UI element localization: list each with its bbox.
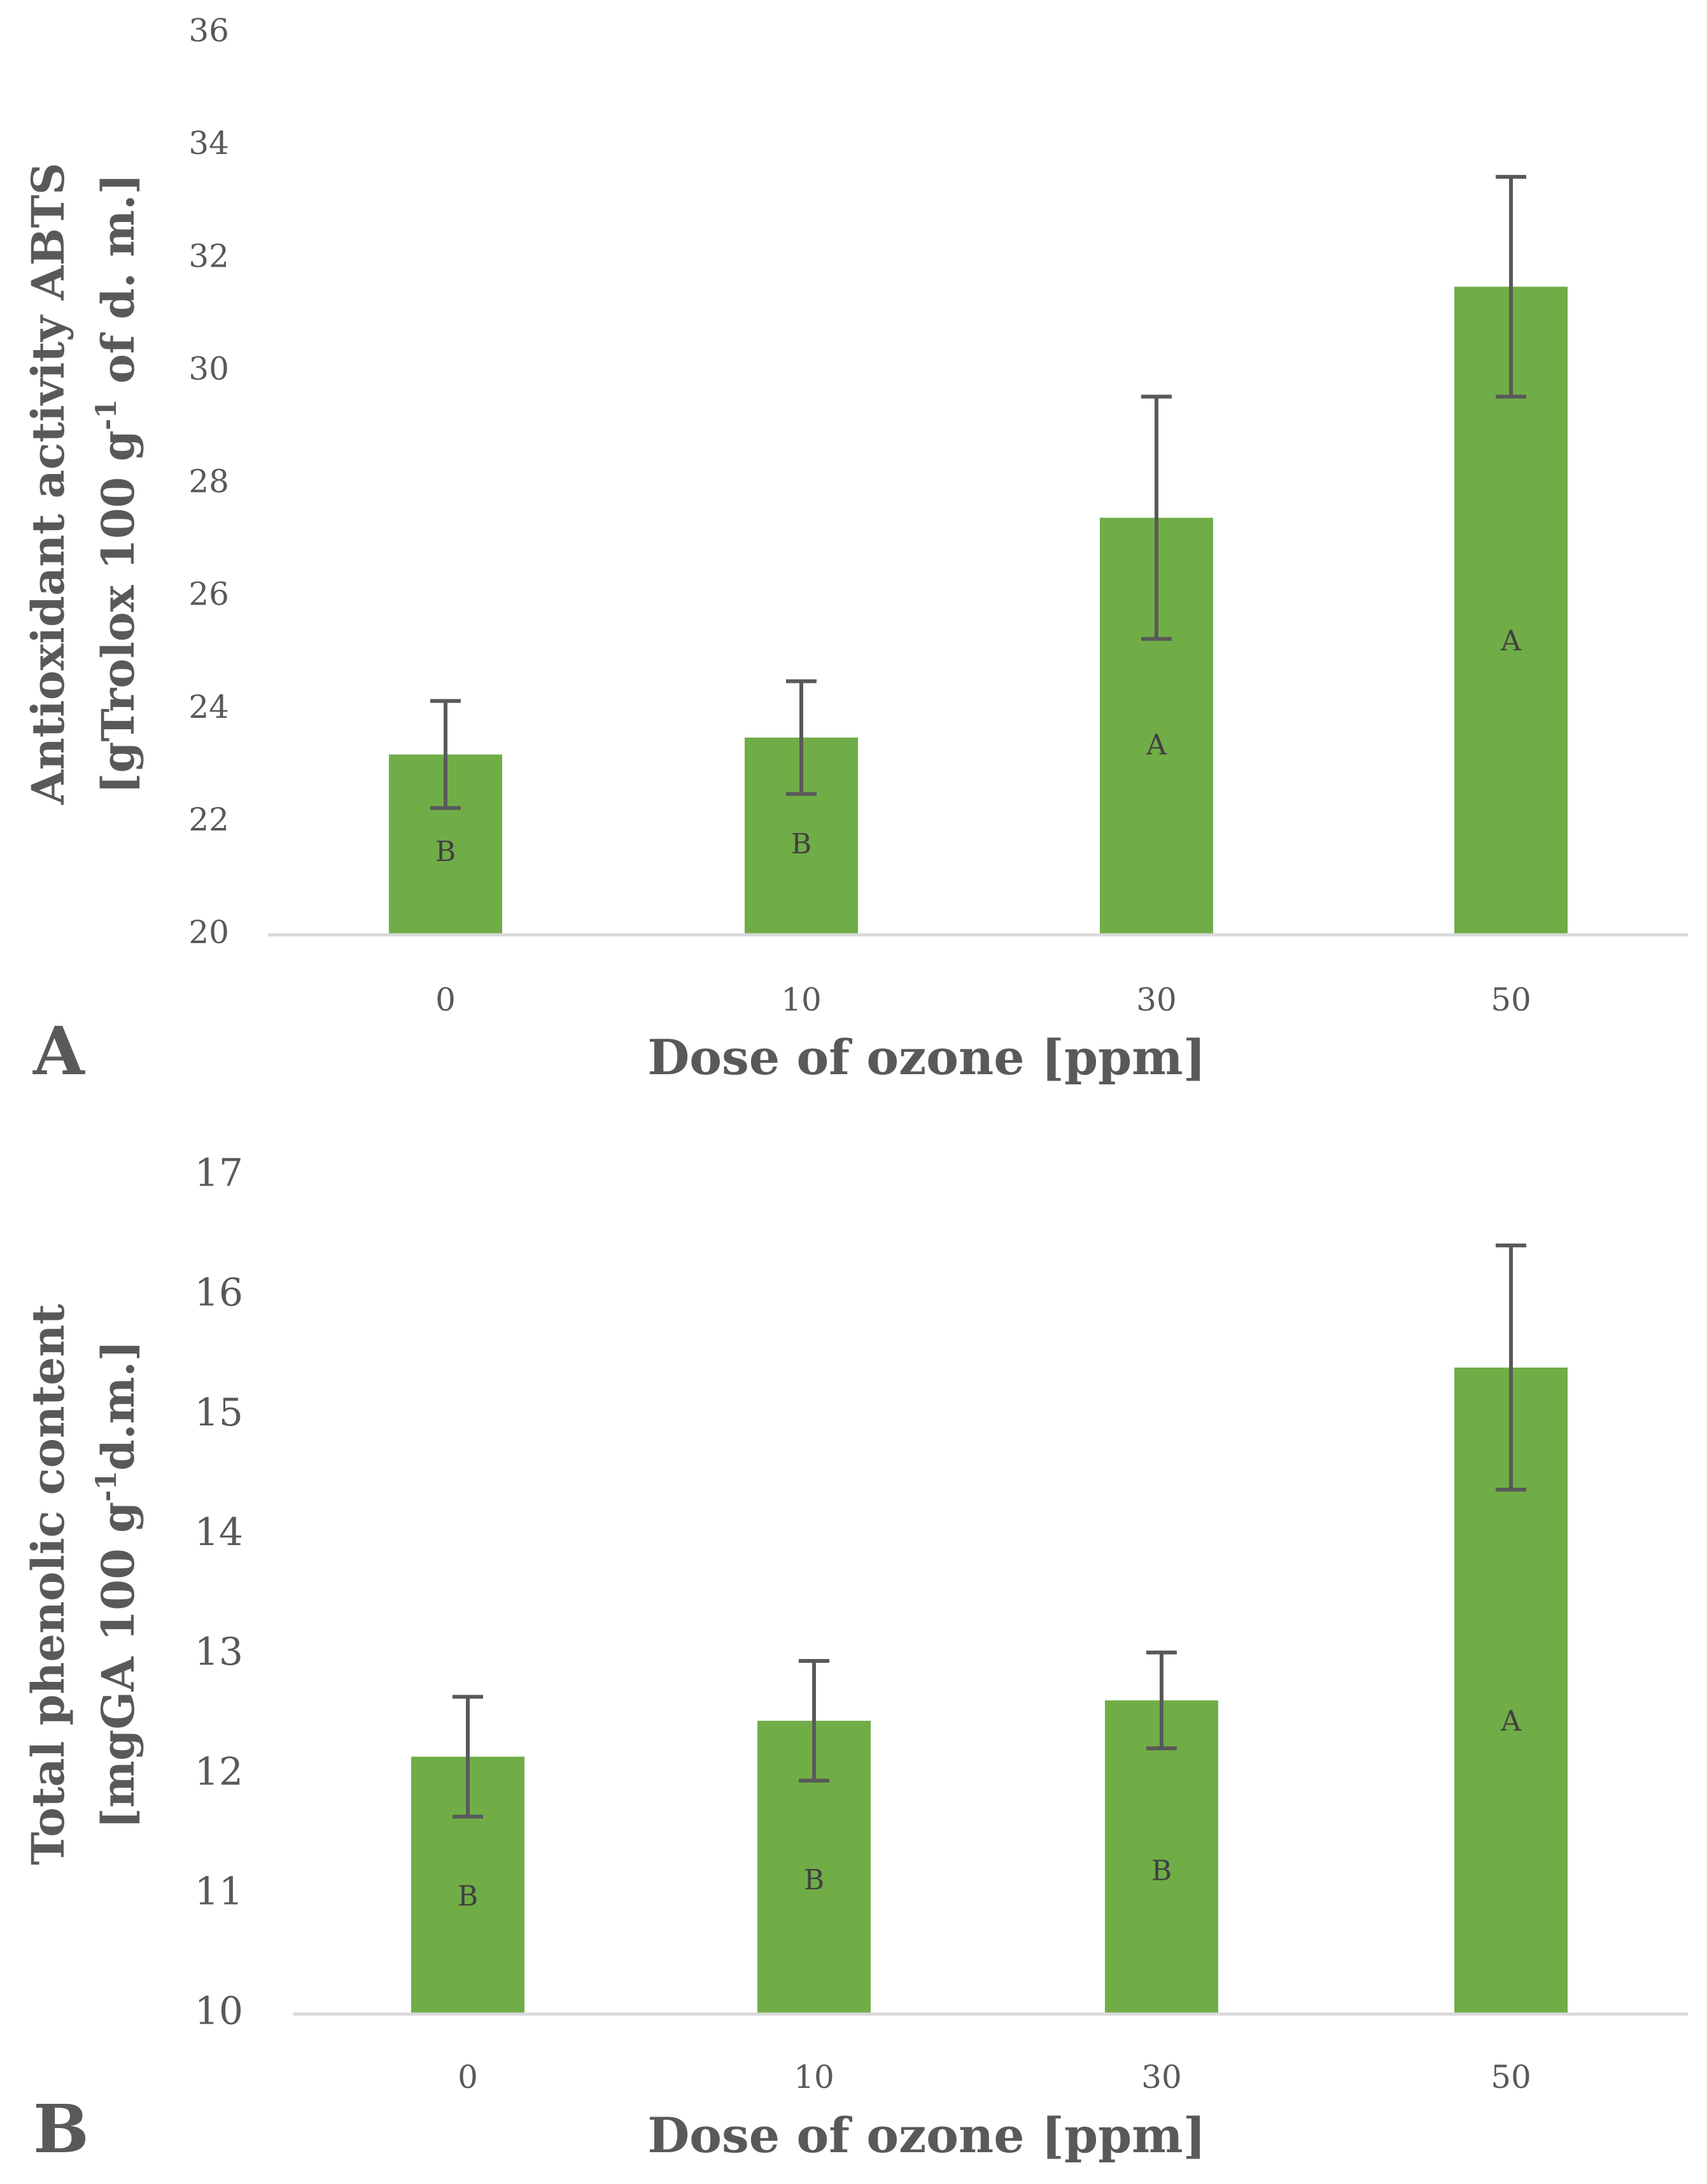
panel-b-y-title-unit-pre: [mgGA 100 g bbox=[92, 1502, 144, 1829]
panel-a-label: A bbox=[32, 1012, 85, 1090]
panel-a-y-tick-label: 28 bbox=[188, 463, 229, 500]
panel-a-error-bar-10 bbox=[786, 679, 817, 796]
panel-a-y-tick-label: 24 bbox=[188, 689, 229, 725]
panel-b-y-title-line1: Total phenolic content bbox=[22, 1304, 74, 1865]
panel-a-error-bar-0 bbox=[430, 699, 461, 810]
panel-a-y-title-line2: [gTrolox 100 g-1 of d. m.] bbox=[90, 173, 144, 794]
panel-a-x-tick-label: 30 bbox=[1136, 981, 1177, 1018]
panel-b-y-tick-label: 13 bbox=[195, 1630, 243, 1674]
panel-b-x-ticks: 0 10 30 50 bbox=[458, 2059, 1531, 2096]
panel-b-bar-30 bbox=[1105, 1700, 1218, 2014]
panel-a-y-axis-title: Antioxidant activity ABTS [gTrolox 100 g… bbox=[22, 163, 144, 806]
panel-b-x-tick-label: 0 bbox=[458, 2059, 478, 2096]
panel-b-x-tick-label: 30 bbox=[1141, 2059, 1182, 2096]
panel-b-y-title-unit-sup: -1 bbox=[90, 1471, 123, 1502]
panel-b-error-bar-30 bbox=[1146, 1650, 1177, 1751]
panel-a-bars bbox=[389, 286, 1568, 935]
panel-b-bars bbox=[411, 1368, 1568, 2014]
panel-b-group-letter: B bbox=[458, 1880, 478, 1912]
panel-a-y-tick-label: 26 bbox=[188, 576, 229, 613]
panel-a-chart: 20 22 24 26 28 30 32 34 36 B B A A 0 10 30 50 Dose of … bbox=[22, 12, 1688, 1090]
panel-a-x-ticks: 0 10 30 50 bbox=[435, 981, 1531, 1018]
panel-a-y-tick-label: 20 bbox=[188, 914, 229, 951]
panel-b-y-tick-label: 16 bbox=[195, 1271, 243, 1315]
panel-b-y-axis-title: Total phenolic content [mgGA 100 g-1d.m.… bbox=[22, 1304, 144, 1865]
panel-b-y-tick-label: 15 bbox=[195, 1390, 243, 1435]
panel-a-group-letter: A bbox=[1500, 625, 1522, 657]
panel-a-y-tick-label: 30 bbox=[188, 350, 229, 387]
panel-a-error-bar-50 bbox=[1496, 174, 1526, 399]
panel-a-x-tick-label: 0 bbox=[435, 981, 456, 1018]
panel-b-y-tick-label: 10 bbox=[195, 1989, 243, 2034]
panel-b-error-bars bbox=[453, 1243, 1526, 1819]
panel-b-group-letter: A bbox=[1500, 1705, 1522, 1737]
panel-a-group-letter: A bbox=[1146, 729, 1167, 762]
panel-b-chart: 10 11 12 13 14 15 16 17 B B B A 0 10 30 50 Dose of oz… bbox=[22, 1151, 1688, 2168]
panel-b-group-letter: B bbox=[1151, 1855, 1172, 1887]
panel-b-y-ticks: 10 11 12 13 14 15 16 17 bbox=[195, 1151, 243, 2034]
panel-a-group-letter: B bbox=[435, 836, 456, 868]
panel-b-y-title-unit-post: d.m.] bbox=[92, 1340, 144, 1471]
panel-a-y-title-line1: Antioxidant activity ABTS bbox=[22, 163, 74, 806]
panel-b-group-letters: B B B A bbox=[458, 1705, 1522, 1912]
panel-a-error-bar-30 bbox=[1141, 395, 1172, 641]
panel-a-x-tick-label: 10 bbox=[781, 981, 822, 1018]
panel-b-x-axis-title: Dose of ozone [ppm] bbox=[647, 2107, 1205, 2164]
panel-a-y-title-unit-sup: -1 bbox=[90, 399, 123, 430]
panel-a-y-tick-label: 22 bbox=[188, 801, 229, 838]
panel-a-group-letters: B B A A bbox=[435, 625, 1522, 868]
panel-a-x-tick-label: 50 bbox=[1491, 981, 1531, 1018]
panel-a-y-tick-label: 36 bbox=[188, 12, 229, 49]
panel-a-group-letter: B bbox=[791, 828, 811, 860]
panel-b-y-title-line2: [mgGA 100 g-1d.m.] bbox=[90, 1340, 144, 1829]
panel-a-x-axis-title: Dose of ozone [ppm] bbox=[647, 1029, 1205, 1086]
panel-a-y-ticks: 20 22 24 26 28 30 32 34 36 bbox=[188, 12, 229, 951]
panel-a-error-bars bbox=[430, 174, 1526, 810]
panel-b-y-tick-label: 11 bbox=[195, 1869, 243, 1914]
panel-b-error-bar-0 bbox=[453, 1695, 483, 1819]
panel-b-error-bar-50 bbox=[1496, 1243, 1526, 1492]
panel-b-x-tick-label: 10 bbox=[794, 2059, 834, 2096]
panel-b-y-tick-label: 17 bbox=[195, 1151, 243, 1196]
panel-b-group-letter: B bbox=[804, 1864, 824, 1896]
panel-a-y-tick-label: 32 bbox=[188, 237, 229, 274]
panel-b-label: B bbox=[33, 2090, 89, 2168]
panel-a-y-tick-label: 34 bbox=[188, 125, 229, 162]
panel-b-y-tick-label: 14 bbox=[195, 1510, 243, 1555]
panel-a-y-title-unit-pre: [gTrolox 100 g bbox=[92, 430, 144, 794]
panel-b-y-tick-label: 12 bbox=[195, 1749, 243, 1794]
panel-a-y-title-unit-post: of d. m.] bbox=[92, 173, 144, 399]
panel-b-error-bar-10 bbox=[799, 1658, 829, 1783]
panel-b-x-tick-label: 50 bbox=[1491, 2059, 1531, 2096]
